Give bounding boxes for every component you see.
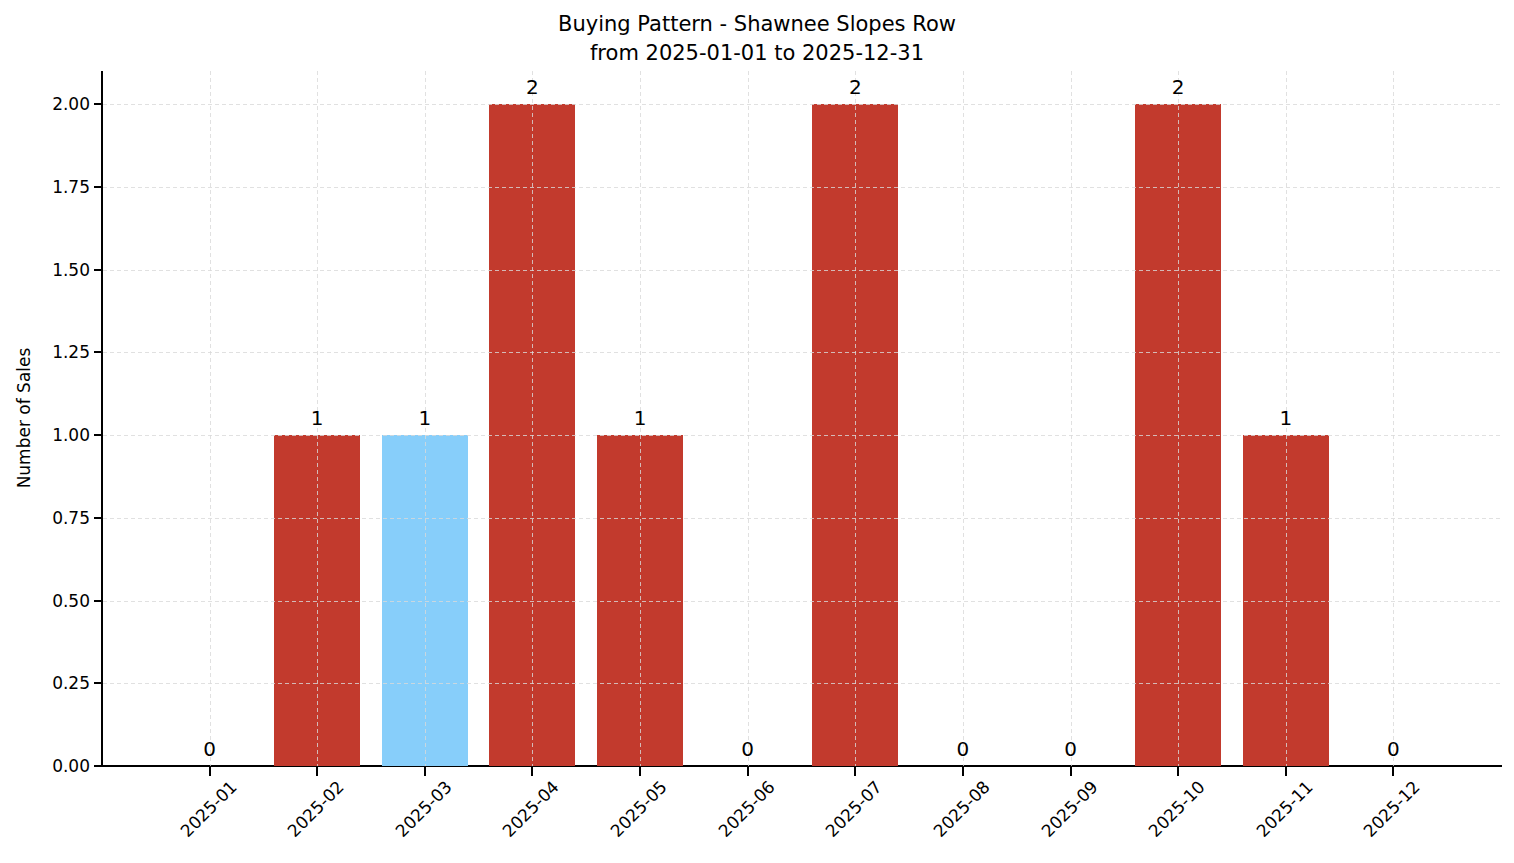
bar-value-label: 0: [170, 736, 250, 762]
y-tick-mark: [94, 351, 103, 353]
bar-value-label: 0: [1031, 736, 1111, 762]
gridline-vertical: [1178, 71, 1179, 766]
gridline-horizontal: [103, 187, 1500, 188]
x-tick-label: 2025-09: [980, 776, 1102, 863]
bar-value-label: 0: [708, 736, 788, 762]
x-tick-mark: [424, 767, 426, 776]
y-tick-label: 1.25: [0, 341, 90, 363]
y-axis-label: Number of Sales: [14, 348, 34, 489]
bar-value-label: 1: [600, 405, 680, 431]
gridline-vertical: [210, 71, 211, 766]
x-tick-label: 2025-10: [1088, 776, 1210, 863]
y-tick-label: 0.50: [0, 590, 90, 612]
x-tick-label: 2025-04: [442, 776, 564, 863]
y-tick-mark: [94, 600, 103, 602]
x-tick-mark: [1177, 767, 1179, 776]
y-tick-mark: [94, 765, 103, 767]
gridline-vertical: [855, 71, 856, 766]
x-tick-mark: [1070, 767, 1072, 776]
x-tick-mark: [316, 767, 318, 776]
chart-title: Buying Pattern - Shawnee Slopes Row from…: [0, 10, 1514, 68]
bar-value-label: 1: [385, 405, 465, 431]
bar-value-label: 1: [277, 405, 357, 431]
x-tick-mark: [1285, 767, 1287, 776]
x-tick-label: 2025-05: [550, 776, 672, 863]
x-tick-mark: [747, 767, 749, 776]
gridline-vertical: [1393, 71, 1394, 766]
x-tick-label: 2025-08: [873, 776, 995, 863]
bar-value-label: 2: [1138, 74, 1218, 100]
y-tick-mark: [94, 517, 103, 519]
x-tick-mark: [209, 767, 211, 776]
y-tick-label: 0.75: [0, 507, 90, 529]
x-tick-mark: [531, 767, 533, 776]
chart-title-line-1: Buying Pattern - Shawnee Slopes Row: [0, 10, 1514, 39]
y-tick-label: 0.00: [0, 755, 90, 777]
x-tick-mark: [639, 767, 641, 776]
x-tick-label: 2025-06: [658, 776, 780, 863]
x-tick-label: 2025-02: [227, 776, 349, 863]
x-tick-label: 2025-07: [765, 776, 887, 863]
y-tick-mark: [94, 186, 103, 188]
gridline-horizontal: [103, 683, 1500, 684]
gridline-horizontal: [103, 104, 1500, 105]
gridline-horizontal: [103, 270, 1500, 271]
y-tick-label: 1.75: [0, 176, 90, 198]
chart-title-line-2: from 2025-01-01 to 2025-12-31: [0, 39, 1514, 68]
x-tick-label: 2025-11: [1196, 776, 1318, 863]
y-axis-spine: [101, 71, 103, 767]
bar-value-label: 1: [1246, 405, 1326, 431]
y-tick-label: 0.25: [0, 672, 90, 694]
x-tick-label: 2025-01: [119, 776, 241, 863]
gridline-vertical: [748, 71, 749, 766]
x-tick-label: 2025-03: [335, 776, 457, 863]
gridline-horizontal: [103, 435, 1500, 436]
x-tick-mark: [854, 767, 856, 776]
gridline-horizontal: [103, 352, 1500, 353]
bar-value-label: 0: [1353, 736, 1433, 762]
x-tick-mark: [962, 767, 964, 776]
gridline-vertical: [963, 71, 964, 766]
bar-value-label: 2: [815, 74, 895, 100]
y-tick-mark: [94, 682, 103, 684]
gridline-horizontal: [103, 518, 1500, 519]
y-tick-mark: [94, 269, 103, 271]
bar-value-label: 0: [923, 736, 1003, 762]
gridline-vertical: [532, 71, 533, 766]
gridline-vertical: [1071, 71, 1072, 766]
y-tick-mark: [94, 434, 103, 436]
y-tick-label: 2.00: [0, 93, 90, 115]
y-tick-label: 1.00: [0, 424, 90, 446]
y-tick-mark: [94, 103, 103, 105]
chart-figure: Buying Pattern - Shawnee Slopes Row from…: [0, 0, 1514, 863]
x-tick-mark: [1392, 767, 1394, 776]
bar-value-label: 2: [492, 74, 572, 100]
x-tick-label: 2025-12: [1303, 776, 1425, 863]
gridline-horizontal: [103, 601, 1500, 602]
y-tick-label: 1.50: [0, 259, 90, 281]
